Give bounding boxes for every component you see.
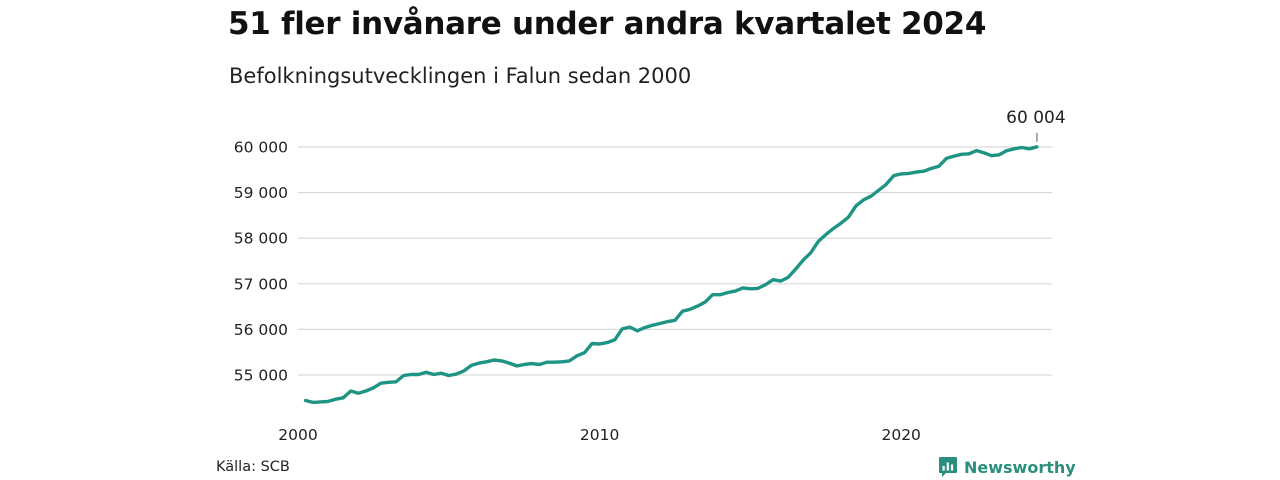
gridlines: [298, 146, 1052, 376]
y-tick-label: 58 000: [234, 230, 288, 248]
x-tick-label: 2000: [278, 426, 317, 444]
y-axis-labels: 55 000 56 000 57 000 58 000 59 000 60 000: [234, 139, 288, 385]
series-line: [303, 145, 1039, 405]
annotation-layer: 60 004: [1006, 108, 1066, 142]
newsworthy-icon: [939, 457, 957, 477]
brand-name: Newsworthy: [964, 457, 1076, 477]
y-tick-label: 60 000: [234, 139, 288, 157]
x-tick-label: 2020: [881, 426, 920, 444]
y-tick-label: 56 000: [234, 321, 288, 339]
y-tick-label: 55 000: [234, 367, 288, 385]
source-note: Källa: SCB: [216, 459, 290, 475]
chart-title: 51 fler invånare under andra kvartalet 2…: [228, 6, 987, 42]
end-value-label: 60 004: [1006, 108, 1065, 128]
y-tick-label: 57 000: [234, 275, 288, 293]
series-layer: [303, 145, 1039, 405]
brand-logo: Newsworthy: [938, 456, 1076, 478]
y-tick-label: 59 000: [234, 184, 288, 202]
chart-subtitle: Befolkningsutvecklingen i Falun sedan 20…: [229, 64, 692, 88]
x-axis-labels: 2000 2010 2020: [278, 426, 921, 444]
x-tick-label: 2010: [580, 426, 619, 444]
